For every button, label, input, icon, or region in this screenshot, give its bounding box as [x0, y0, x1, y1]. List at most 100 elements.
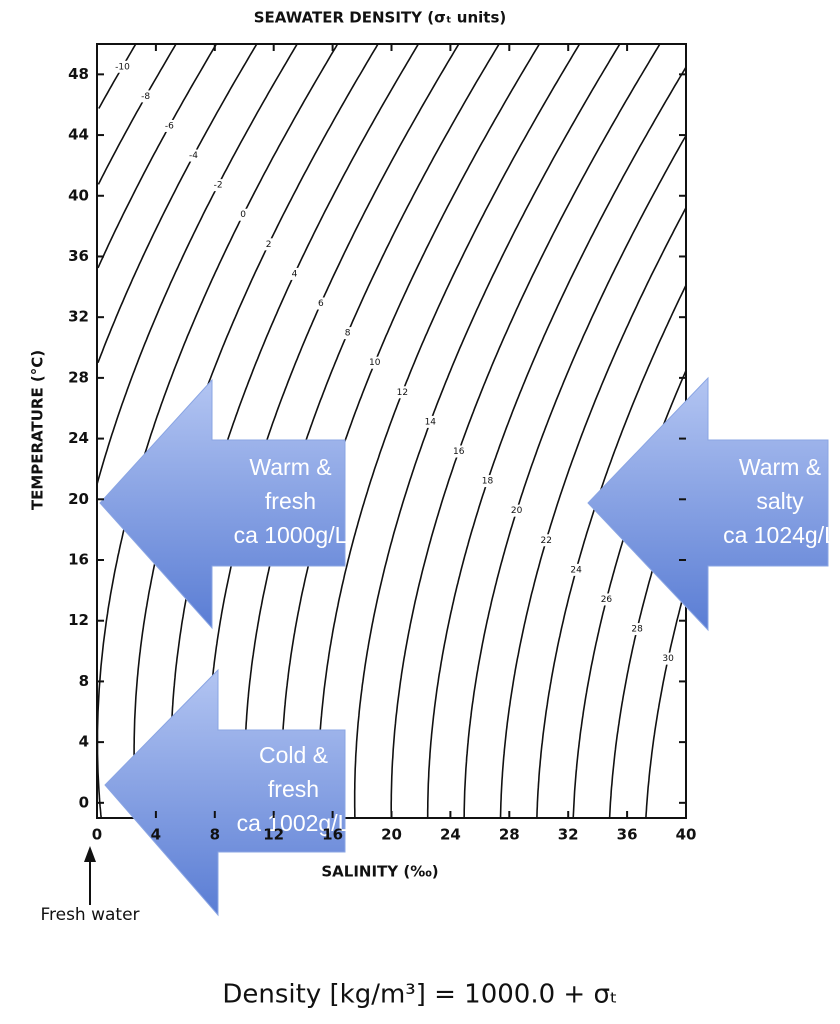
contour-label: 10: [369, 358, 381, 368]
contour-label-bg: [261, 238, 276, 251]
x-axis-label: SALINITY (‰): [321, 863, 438, 881]
y-axis-label: TEMPERATURE (°C): [29, 350, 47, 510]
contour-label: 30: [662, 654, 674, 664]
contour-label: -2: [214, 181, 223, 191]
y-tick-label: 32: [68, 308, 89, 326]
callout-text: ca 1024g/L: [723, 522, 837, 548]
x-tick-label: 32: [558, 826, 579, 844]
contour-line: [98, 44, 137, 109]
chart-title: SEAWATER DENSITY (σₜ units): [254, 9, 507, 27]
contour-label-bg: [287, 267, 302, 280]
callout-text: fresh: [268, 776, 319, 802]
contour-label-bg: [186, 149, 201, 162]
contour-label: 2: [266, 240, 272, 250]
contour-line: [170, 44, 420, 818]
callout-arrow: [587, 376, 829, 632]
contour-line: [207, 44, 460, 818]
contour-label: 24: [570, 565, 582, 575]
contour-label: 26: [601, 595, 613, 605]
contour-label-bg: [313, 297, 328, 310]
contour-label: 4: [292, 269, 298, 279]
contour-line: [499, 205, 686, 818]
contour-line: [390, 44, 661, 818]
contour-label-bg: [480, 475, 495, 488]
contour-line: [97, 44, 298, 485]
callout-text: salty: [756, 488, 804, 514]
contour-label: 22: [540, 536, 551, 546]
contour-label-bg: [395, 386, 410, 399]
y-tick-label: 24: [68, 429, 89, 447]
contour-label-bg: [340, 327, 355, 340]
contour-label-bg: [236, 208, 251, 221]
contour-label-bg: [367, 356, 382, 369]
y-tick-label: 36: [68, 247, 89, 265]
annotation: Fresh water: [40, 905, 139, 925]
contour-label: 20: [511, 506, 523, 516]
contour-label-bg: [509, 504, 524, 517]
y-tick-label: 12: [68, 611, 89, 629]
contour-line: [97, 44, 177, 185]
x-tick-label: 40: [676, 826, 697, 844]
callout-text: Warm &: [739, 454, 821, 480]
contour-label: -6: [165, 121, 174, 131]
y-tick-label: 44: [68, 126, 89, 144]
y-tick-label: 0: [79, 793, 89, 811]
callout-text: ca 1000g/L: [234, 522, 348, 548]
contour-label: 8: [345, 329, 351, 339]
contour-label: -4: [189, 151, 198, 161]
contour-line: [426, 65, 686, 818]
y-tick-label: 4: [79, 733, 89, 751]
x-tick-label: 16: [322, 826, 343, 844]
y-tick-label: 16: [68, 551, 89, 569]
contour-label-bg: [162, 119, 177, 132]
contour-line: [463, 133, 686, 818]
callout-text: Warm &: [249, 454, 331, 480]
x-tick-label: 36: [617, 826, 638, 844]
contour-label: 14: [425, 417, 437, 427]
x-tick-label: 12: [263, 826, 284, 844]
contour-label: -8: [141, 92, 150, 102]
callout-arrow: [99, 378, 346, 630]
annotation-arrowhead: [84, 846, 96, 862]
contour-label-bg: [630, 623, 645, 636]
contour-line: [97, 44, 218, 269]
contour-label: 28: [631, 625, 643, 635]
y-tick-label: 28: [68, 368, 89, 386]
contour-label-bg: [423, 415, 438, 428]
contour-label-bg: [599, 593, 614, 606]
formula: Density [kg/m³] = 1000.0 + σₜ: [222, 980, 617, 1010]
contour-label-bg: [539, 534, 554, 547]
contour-label-bg: [451, 445, 466, 458]
x-tick-label: 0: [92, 826, 102, 844]
contour-label: 16: [453, 447, 465, 457]
contour-label: 6: [318, 299, 324, 309]
contour-line: [97, 44, 339, 818]
contour-label: 12: [397, 388, 408, 398]
contour-line: [243, 44, 500, 818]
y-tick-label: 40: [68, 186, 89, 204]
contour-line: [317, 44, 581, 818]
x-tick-label: 4: [151, 826, 161, 844]
contour-label-bg: [569, 563, 584, 576]
contour-label: 0: [240, 210, 246, 220]
x-tick-label: 20: [381, 826, 402, 844]
contour-line: [280, 44, 541, 818]
x-tick-label: 8: [210, 826, 220, 844]
callout-text: Cold &: [259, 742, 328, 768]
contour-label: 18: [482, 477, 494, 487]
contour-label-bg: [115, 60, 130, 73]
contour-label-bg: [138, 90, 153, 103]
x-tick-label: 28: [499, 826, 520, 844]
callout-arrow: [104, 668, 346, 917]
contour-label: -10: [115, 62, 130, 72]
contour-label-bg: [661, 652, 676, 665]
contour-line: [97, 44, 258, 363]
y-tick-label: 48: [68, 65, 89, 83]
y-tick-label: 20: [68, 490, 89, 508]
contour-line: [353, 44, 621, 818]
callouts: Warm & fresh ca 1000g/L Warm & salty ca 1024g…: [99, 376, 837, 917]
y-tick-label: 8: [79, 672, 89, 690]
contour-label-bg: [211, 179, 226, 192]
